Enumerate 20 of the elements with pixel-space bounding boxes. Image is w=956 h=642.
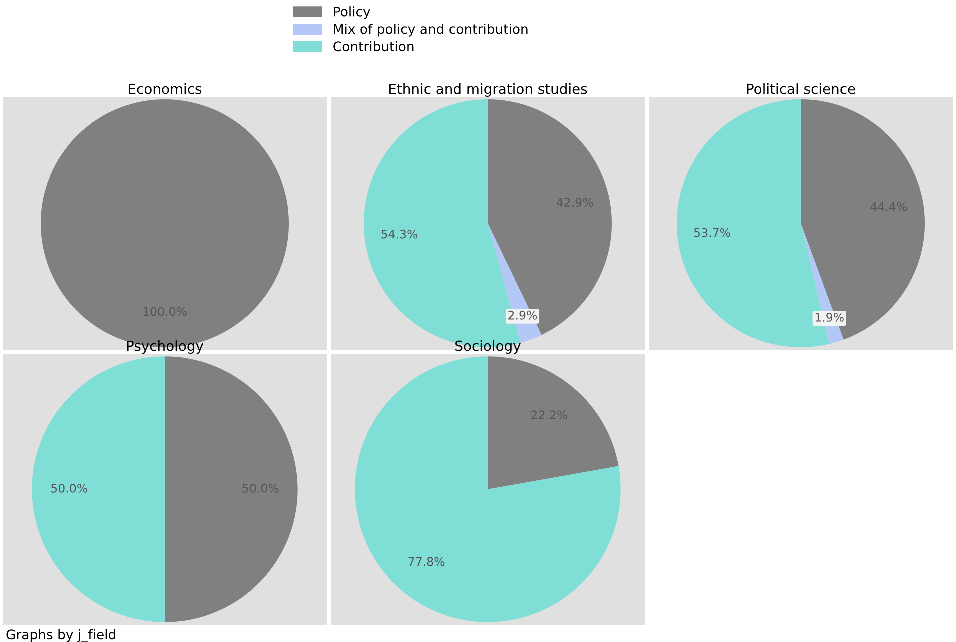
text: Economics xyxy=(129,84,202,94)
chart-title: Political science xyxy=(747,84,856,94)
chart-title: Sociology xyxy=(456,340,521,354)
data-label: 2.9% xyxy=(508,310,538,320)
legend-label: Policy xyxy=(334,6,370,20)
pie-slice xyxy=(165,356,298,622)
pie-slice xyxy=(488,356,619,490)
pie-slice xyxy=(801,99,926,340)
pie-slice xyxy=(355,356,621,622)
data-label: 77.8% xyxy=(408,557,445,566)
data-label: 1.9% xyxy=(816,313,844,322)
data-label: 54.3% xyxy=(382,230,418,239)
data-label: 50.0% xyxy=(52,484,88,493)
chart-title: Ethnic and migration studies xyxy=(390,84,588,97)
pie-slice xyxy=(488,99,612,336)
chart-title: Psychology xyxy=(127,340,204,354)
data-label: 53.7% xyxy=(694,228,730,238)
pie-slice xyxy=(32,356,165,622)
legend-label: Contribution xyxy=(334,41,414,52)
legend-label: Mix of policy and contribution xyxy=(334,24,528,37)
